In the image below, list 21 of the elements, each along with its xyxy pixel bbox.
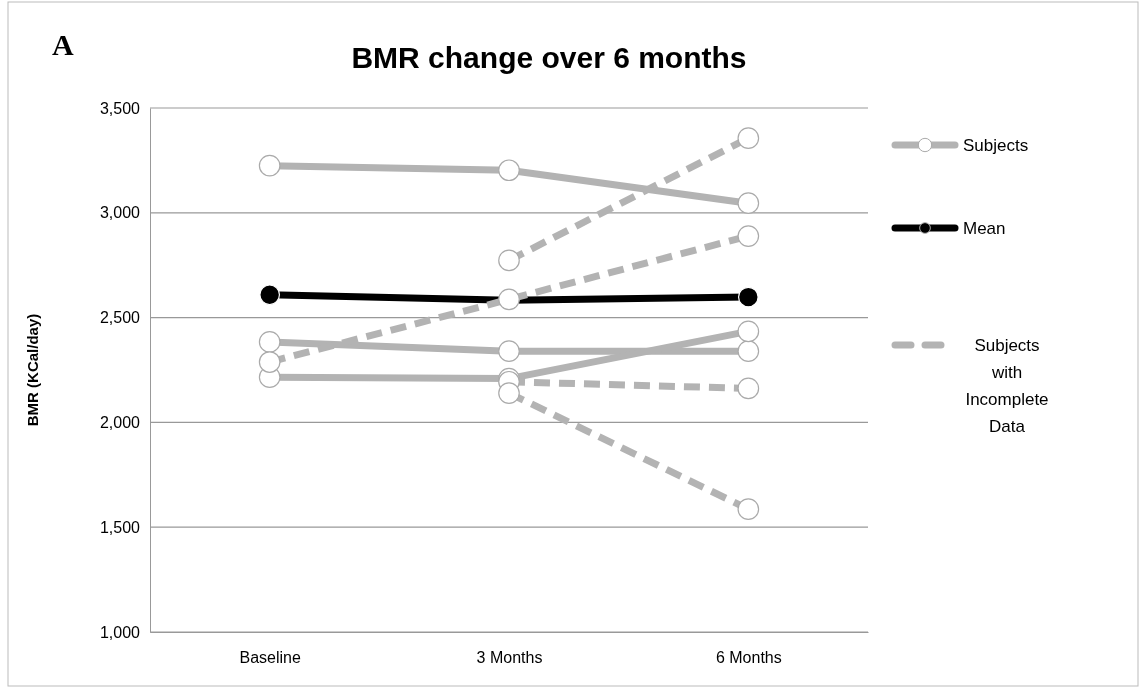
point: [737, 286, 759, 308]
y-tick-label: 1,500: [99, 518, 141, 536]
text: A: [52, 28, 74, 61]
chart-title: BMR change over 6 months: [351, 41, 747, 74]
point: [258, 351, 281, 373]
x-tick-label: 6 Months: [715, 649, 782, 667]
point: [259, 284, 281, 306]
point: [498, 382, 520, 404]
y-tick-label: 1,000: [99, 623, 141, 641]
y-tick-label: 3,000: [99, 204, 141, 222]
y-axis-title: BMR (KCal/day): [24, 313, 41, 427]
legend-label: Mean: [963, 219, 1006, 238]
legend-label: Subjects with Incomplete Data: [965, 336, 1049, 436]
legend-label: Subjects: [963, 136, 1029, 155]
y-tick-label: 2,000: [99, 414, 141, 432]
y-tick-label: 3,500: [99, 99, 141, 117]
x-tick-label: 3 Months: [476, 649, 543, 667]
y-tick-label: 2,500: [99, 309, 141, 327]
x-tick-label: Baseline: [239, 649, 301, 667]
point: [498, 340, 520, 362]
point: [498, 159, 520, 182]
